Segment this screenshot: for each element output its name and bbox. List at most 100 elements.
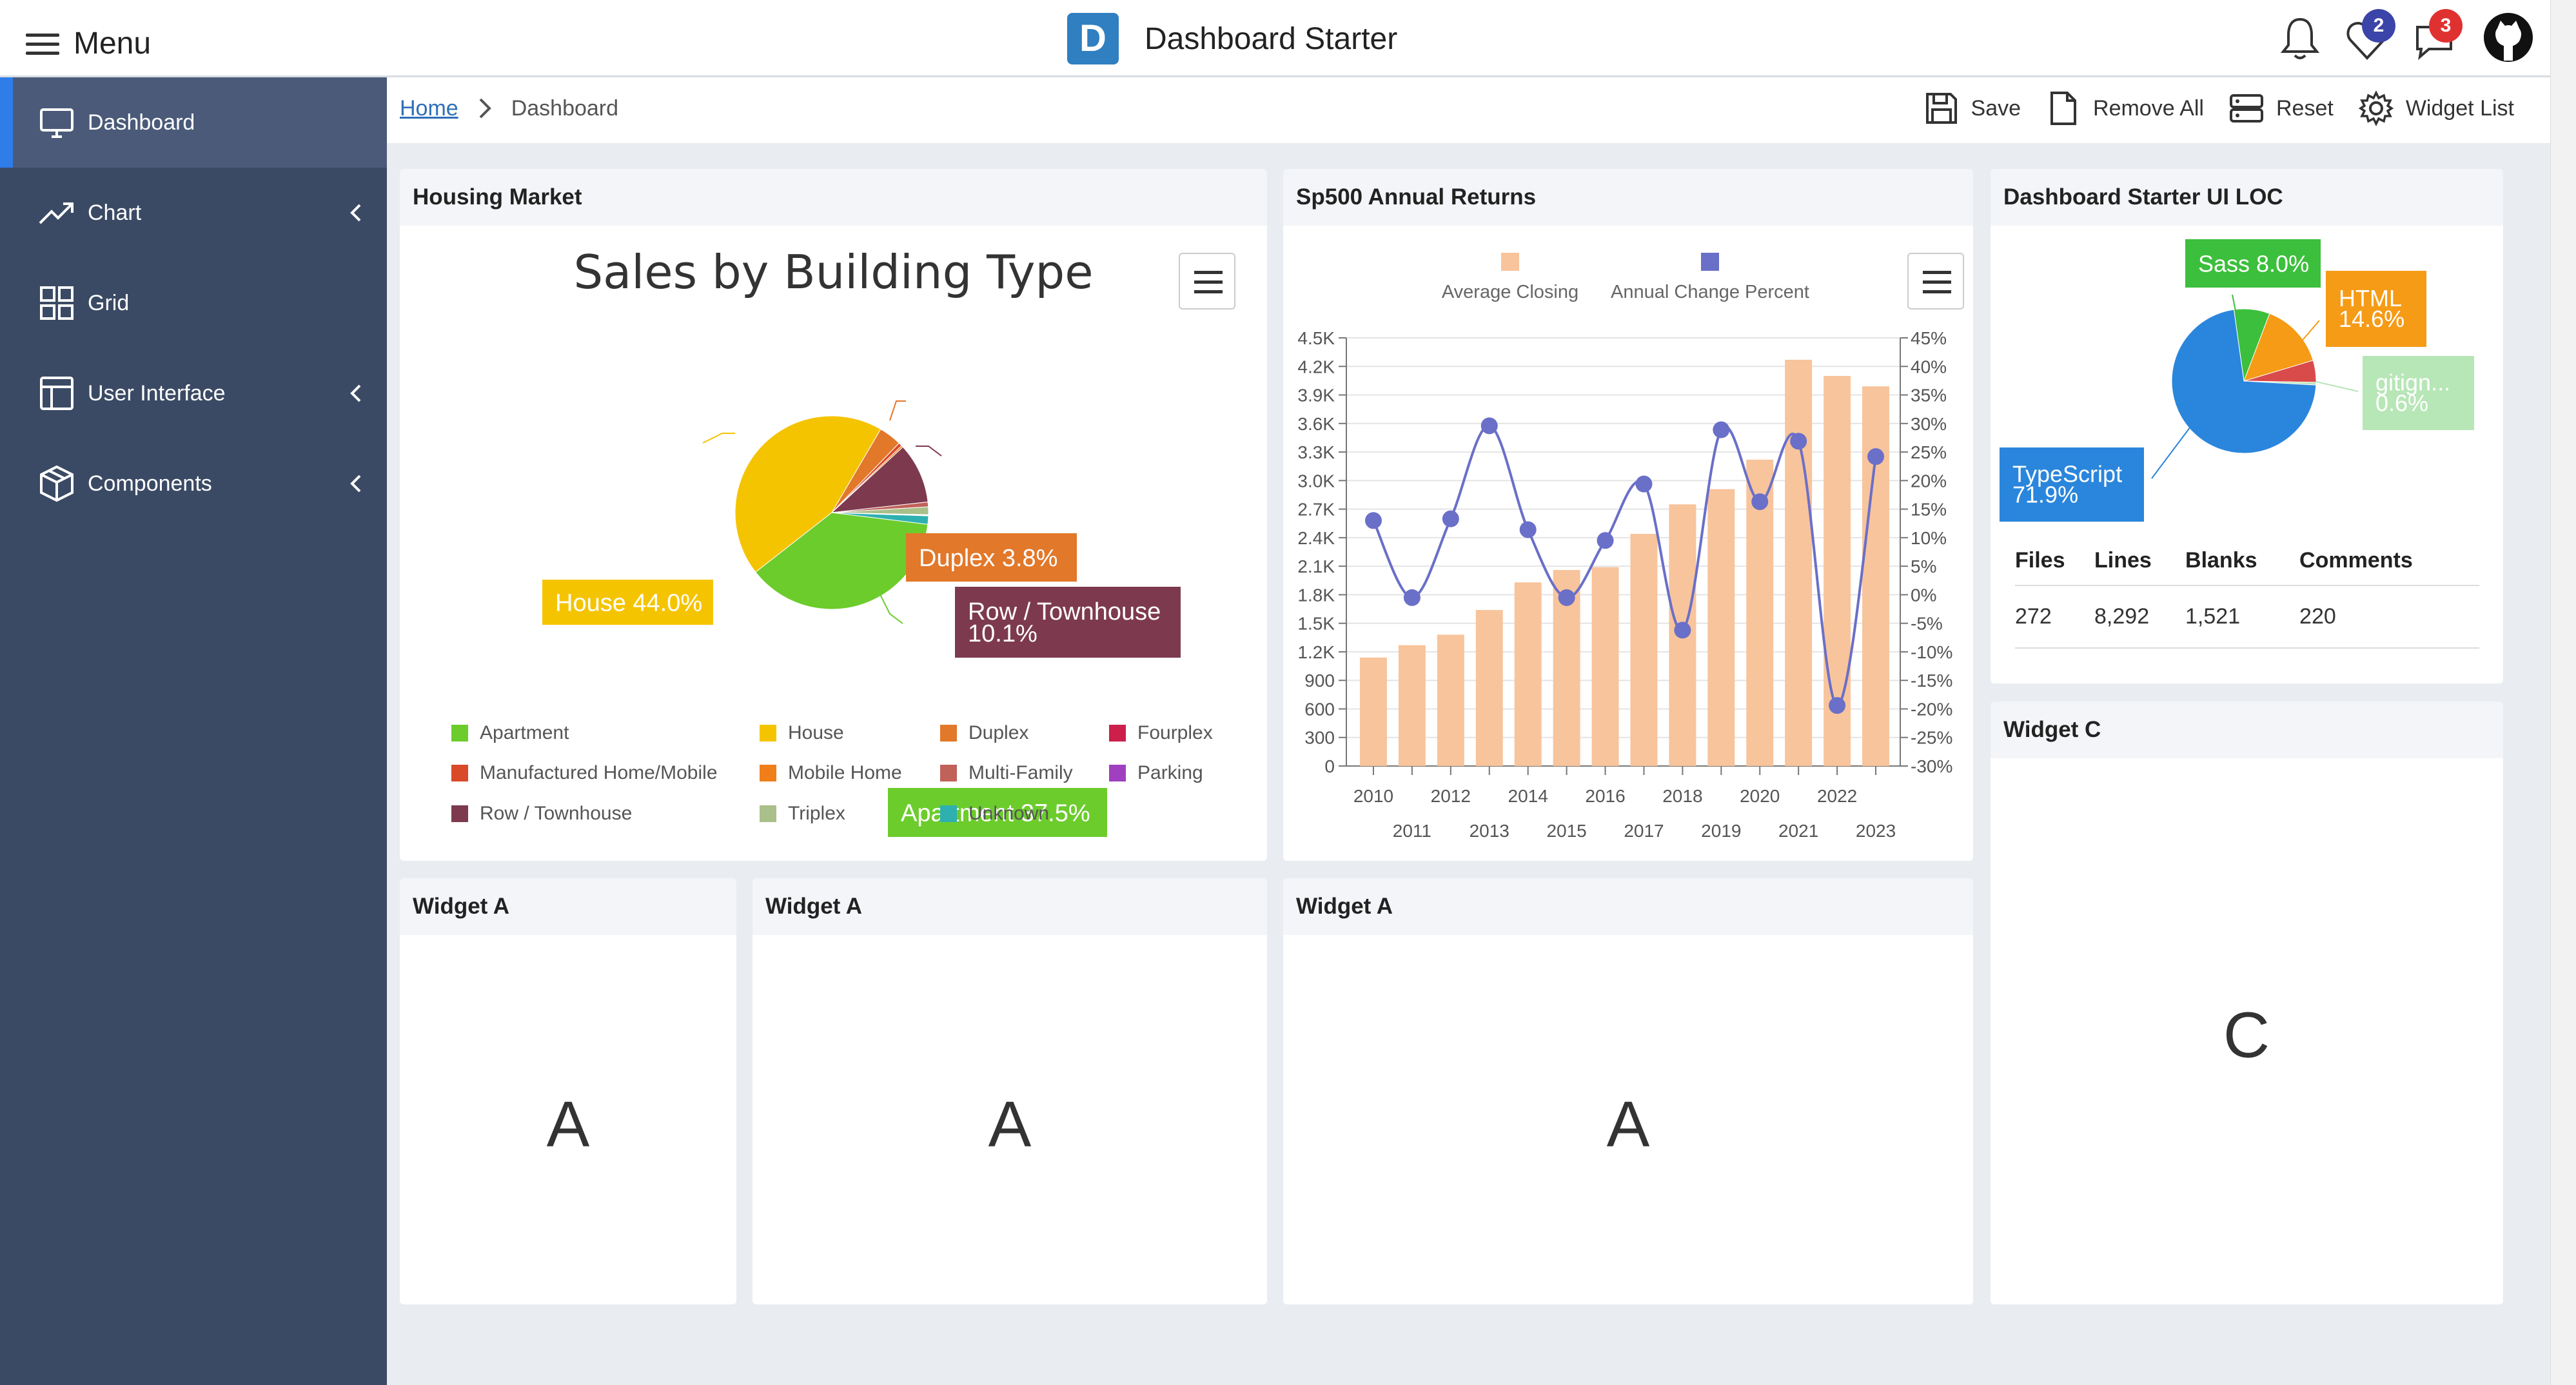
- line-point: [1790, 433, 1807, 450]
- reset-button[interactable]: Reset: [2228, 90, 2334, 126]
- sidebar-item-user-interface[interactable]: User Interface: [0, 348, 387, 438]
- widget-title: Dashboard Starter UI LOC: [1991, 169, 2503, 226]
- legend-label: House: [788, 722, 844, 743]
- legend-item[interactable]: Multi-Family: [940, 762, 1073, 784]
- sidebar-item-chart[interactable]: Chart: [0, 168, 387, 258]
- sidebar-item-label: Grid: [88, 290, 130, 315]
- data-label: 71.9%: [2012, 482, 2078, 508]
- widget-title: Sp500 Annual Returns: [1283, 169, 1973, 226]
- legend-item[interactable]: Unknown: [940, 803, 1049, 825]
- sidebar-item-grid[interactable]: Grid: [0, 258, 387, 348]
- header-actions: 2 3: [2278, 9, 2537, 63]
- save-icon: [1925, 93, 1957, 124]
- page-scrollbar[interactable]: [2550, 0, 2576, 1385]
- x-tick-label: 2010: [1353, 786, 1393, 806]
- sidebar: Dashboard Chart Grid User Interface: [0, 77, 387, 1385]
- remove-all-button[interactable]: Remove All: [2045, 90, 2204, 126]
- y-left-tick-label: 1.5K: [1297, 614, 1335, 634]
- legend-item[interactable]: Row / Townhouse: [451, 803, 632, 825]
- legend-swatch: [1109, 765, 1126, 781]
- legend-item[interactable]: Mobile Home: [760, 762, 902, 784]
- trend-icon: [39, 202, 74, 224]
- y-left-tick-label: 2.4K: [1297, 528, 1335, 548]
- leader-line: [876, 587, 903, 624]
- bar: [1862, 386, 1890, 766]
- line-point: [1751, 493, 1769, 511]
- legend-item[interactable]: Duplex: [940, 722, 1028, 744]
- legend-item[interactable]: House: [760, 722, 844, 744]
- gear-icon: [2358, 90, 2394, 126]
- bell-icon: [2280, 17, 2320, 59]
- y-right-tick-label: 20%: [1911, 471, 1947, 491]
- bar: [1514, 582, 1542, 766]
- data-label: Apartment 37.5%: [901, 800, 1090, 827]
- loc-pie-slice: [2171, 309, 2317, 454]
- menu-button[interactable]: Menu: [26, 26, 151, 61]
- dashboard-toolbar: Save Remove All Reset Widget List: [1923, 90, 2514, 126]
- loc-table: Files Lines Blanks Comments 272 8,292 1,…: [2015, 536, 2479, 649]
- legend-swatch: [760, 805, 776, 822]
- sidebar-item-label: Chart: [88, 200, 142, 225]
- chevron-left-icon: [350, 204, 361, 222]
- data-label-box: [2185, 239, 2321, 288]
- chart-menu-button[interactable]: [1179, 253, 1235, 309]
- widget-a: Widget A A: [752, 878, 1267, 1304]
- breadcrumb-home-link[interactable]: Home: [400, 95, 458, 121]
- legend-item[interactable]: Parking: [1109, 762, 1203, 784]
- top-bar: Menu D Dashboard Starter 2 3: [0, 0, 2576, 77]
- y-right-tick-label: 45%: [1911, 328, 1947, 348]
- breadcrumb-current: Dashboard: [511, 95, 619, 121]
- hamburger-icon: [26, 32, 59, 55]
- data-label: HTML: [2339, 285, 2402, 311]
- legend-swatch: [760, 765, 776, 781]
- legend-label: Fourplex: [1137, 722, 1213, 743]
- data-label-box: [2000, 447, 2144, 522]
- chart-menu-button[interactable]: [1907, 253, 1964, 309]
- app-logo: D: [1067, 13, 1119, 64]
- save-button[interactable]: Save: [1923, 90, 2021, 126]
- y-left-tick-label: 300: [1304, 728, 1335, 748]
- y-left-tick-label: 3.0K: [1297, 471, 1335, 491]
- line-point: [1713, 421, 1730, 438]
- y-right-tick-label: 0%: [1911, 585, 1936, 605]
- messages-button[interactable]: 3: [2412, 9, 2463, 63]
- x-tick-label: 2018: [1662, 786, 1702, 806]
- legend-item[interactable]: Apartment: [451, 722, 569, 744]
- github-button[interactable]: [2479, 12, 2537, 63]
- legend-item[interactable]: Manufactured Home/Mobile: [451, 762, 718, 784]
- table-cell: 272: [2015, 585, 2095, 649]
- favorites-button[interactable]: 2: [2345, 9, 2395, 63]
- legend-label: Duplex: [968, 722, 1029, 743]
- legend-label: Annual Change Percent: [1611, 282, 1809, 302]
- table-row: 272 8,292 1,521 220: [2015, 585, 2479, 649]
- widget-placeholder-letter: A: [1606, 1088, 1650, 1161]
- y-right-tick-label: 15%: [1911, 500, 1947, 520]
- widget-list-button[interactable]: Widget List: [2358, 90, 2514, 126]
- y-right-tick-label: -20%: [1911, 699, 1952, 719]
- widget-placeholder-letter: A: [546, 1088, 590, 1161]
- y-right-tick-label: 35%: [1911, 386, 1947, 406]
- widget-placeholder-letter: A: [988, 1088, 1032, 1161]
- remove-all-label: Remove All: [2093, 95, 2204, 121]
- sidebar-item-label: Dashboard: [88, 110, 195, 135]
- legend-label: Apartment: [480, 722, 569, 743]
- pie-slice: [831, 446, 929, 513]
- notifications-button[interactable]: [2278, 12, 2322, 63]
- sidebar-item-dashboard[interactable]: Dashboard: [0, 77, 387, 168]
- legend-item[interactable]: Triplex: [760, 803, 845, 825]
- legend-swatch: [1701, 253, 1719, 271]
- x-tick-label: 2016: [1585, 786, 1625, 806]
- breadcrumb-bar: Home Dashboard Save Remove All: [387, 77, 2550, 143]
- app-brand: D Dashboard Starter: [1067, 13, 1397, 64]
- leader-line: [916, 446, 942, 457]
- widget-ui-loc: Dashboard Starter UI LOC Sass 8.0% HTML 14…: [1991, 169, 2503, 683]
- save-label: Save: [1971, 95, 2021, 121]
- chevron-right-icon: [479, 98, 491, 119]
- legend-swatch: [451, 765, 468, 781]
- sidebar-item-components[interactable]: Components: [0, 438, 387, 529]
- widget-placeholder-letter: C: [2223, 999, 2270, 1072]
- line-point: [1364, 512, 1382, 529]
- data-label-box: [906, 533, 1077, 582]
- legend-item[interactable]: Fourplex: [1109, 722, 1213, 744]
- sidebar-item-label: User Interface: [88, 380, 226, 406]
